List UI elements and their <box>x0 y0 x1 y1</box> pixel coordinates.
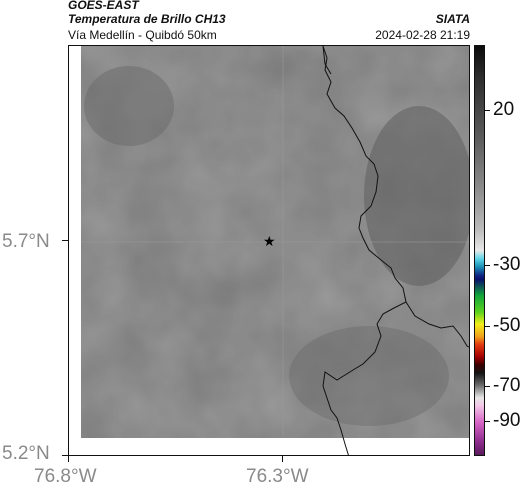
location-subtitle: Vía Medellín - Quibdó 50km <box>68 28 217 42</box>
colorbar-tick <box>485 421 490 422</box>
lon-tick-mark <box>68 456 69 462</box>
map-canvas: ★ <box>69 46 469 455</box>
colorbar-label: -50 <box>493 315 521 336</box>
satellite-map[interactable]: ★ <box>68 45 470 456</box>
department-boundary-east <box>405 301 469 348</box>
colorbar-tick <box>485 326 490 327</box>
colorbar-tick <box>485 110 490 111</box>
lat-tick-label: 5.2°N <box>2 443 50 464</box>
department-boundary <box>322 46 407 455</box>
lon-tick-label: 76.3°W <box>246 466 309 487</box>
satellite-title: GOES-EAST <box>68 0 139 12</box>
lon-tick-mark <box>282 456 283 462</box>
lon-tick-label: 76.8°W <box>34 466 97 487</box>
colorbar-tick <box>485 265 490 266</box>
department-boundary-ne <box>322 46 332 75</box>
temperature-colorbar <box>474 45 485 456</box>
product-title: Temperatura de Brillo CH13 <box>68 12 226 26</box>
location-marker-star-icon: ★ <box>263 234 276 250</box>
lat-tick-mark <box>62 240 68 241</box>
lat-tick-label: 5.7°N <box>2 231 50 252</box>
colorbar-label: 20 <box>493 99 515 120</box>
colorbar-label: -70 <box>493 375 521 396</box>
colorbar-tick <box>485 386 490 387</box>
lat-tick-mark <box>62 455 68 456</box>
datetime-label: 2024-02-28 21:19 <box>375 28 470 42</box>
agency-label: SIATA <box>435 12 470 26</box>
colorbar-label: -30 <box>493 254 521 275</box>
colorbar-label: -90 <box>493 410 521 431</box>
